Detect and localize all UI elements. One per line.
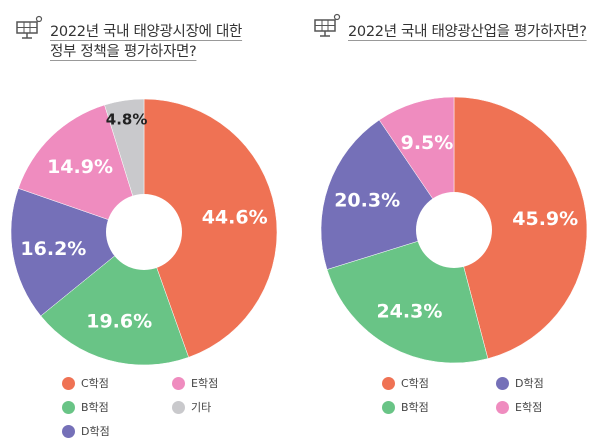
legend-item-E: E학점 bbox=[496, 399, 542, 415]
legend-swatch bbox=[62, 376, 75, 390]
chart-title-line-2: 정부 정책을 평가하자면? bbox=[50, 44, 197, 60]
data-label-C: 44.6% bbox=[202, 206, 268, 228]
chart-panel-right: 2022년 국내 태양광산업을 평가하자면? 45.9% 24.3% 20.3% 9.… bbox=[300, 0, 600, 447]
legend-item-C: C학점 bbox=[62, 375, 109, 391]
legend-label: 기타 bbox=[191, 401, 212, 414]
legend-item-etc: 기타 bbox=[172, 399, 211, 415]
legend-label: E학점 bbox=[191, 377, 219, 390]
data-label-C: 45.9% bbox=[512, 208, 578, 230]
legend-swatch bbox=[62, 400, 75, 414]
donut-chart: 45.9% 24.3% 20.3% 9.5% bbox=[320, 96, 588, 364]
pie-slice-E bbox=[18, 104, 145, 233]
legend-label: C학점 bbox=[81, 377, 109, 390]
legend-swatch bbox=[62, 424, 75, 438]
data-label-E: 9.5% bbox=[401, 132, 454, 154]
donut-chart: 44.6% 19.6% 16.2% 14.9% 4.8% bbox=[10, 98, 278, 366]
legend-label: E학점 bbox=[515, 401, 543, 414]
chart-title: 2022년 국내 태양광시장에 대한 정부 정책을 평가하자면? bbox=[50, 22, 242, 62]
legend-swatch bbox=[172, 376, 185, 390]
legend-swatch bbox=[382, 376, 395, 390]
legend-swatch bbox=[496, 376, 509, 390]
legend-item-E: E학점 bbox=[172, 375, 218, 391]
legend-item-B: B학점 bbox=[62, 399, 109, 415]
legend-label: D학점 bbox=[515, 377, 544, 390]
pie-slice-C bbox=[143, 98, 278, 358]
legend-label: C학점 bbox=[401, 377, 429, 390]
solar-panel-icon bbox=[16, 15, 43, 39]
chart-title-line-1: 2022년 국내 태양광산업을 평가하자면? bbox=[348, 24, 587, 40]
legend-swatch bbox=[496, 400, 509, 414]
legend-label: D학점 bbox=[81, 425, 110, 438]
donut-hole bbox=[416, 192, 492, 268]
legend-swatch bbox=[382, 400, 395, 414]
solar-panel-icon bbox=[314, 13, 341, 37]
data-label-D: 16.2% bbox=[20, 238, 86, 260]
legend-label: B학점 bbox=[81, 401, 109, 414]
data-label-etc: 4.8% bbox=[106, 110, 148, 128]
chart-panel-left: 2022년 국내 태양광시장에 대한 정부 정책을 평가하자면? 44.6% 19… bbox=[10, 15, 278, 439]
donut-hole bbox=[106, 194, 182, 270]
legend-item-D: D학점 bbox=[496, 375, 544, 391]
legend-item-B: B학점 bbox=[382, 399, 429, 415]
legend-label: B학점 bbox=[401, 401, 429, 414]
data-label-E: 14.9% bbox=[47, 156, 113, 178]
data-label-D: 20.3% bbox=[334, 190, 400, 212]
legend-swatch bbox=[172, 400, 185, 414]
data-label-B: 19.6% bbox=[86, 311, 152, 333]
chart-title-line-1: 2022년 국내 태양광시장에 대한 bbox=[50, 24, 243, 40]
legend-item-C: C학점 bbox=[382, 375, 429, 391]
pie-slice-E bbox=[378, 96, 455, 231]
data-label-B: 24.3% bbox=[376, 300, 442, 322]
pie-slice-D bbox=[10, 188, 145, 317]
legend-item-D: D학점 bbox=[62, 423, 110, 439]
chart-title: 2022년 국내 태양광산업을 평가하자면? bbox=[348, 22, 587, 42]
pie-slice-C bbox=[453, 96, 588, 359]
